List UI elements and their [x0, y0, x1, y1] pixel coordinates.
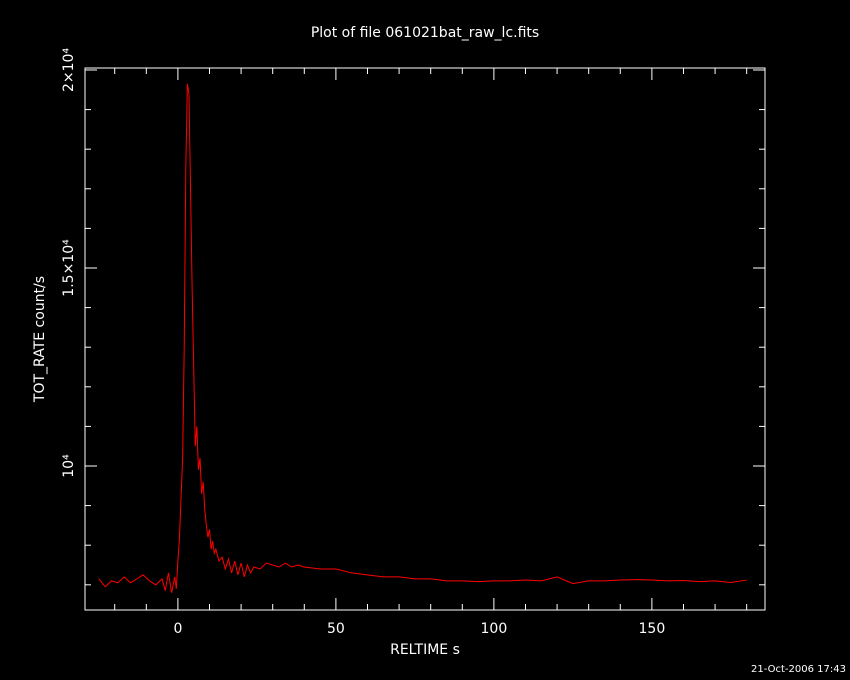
footer: 21-Oct-2006 17:43: [751, 664, 846, 675]
x-tick-label: 150: [639, 621, 666, 637]
x-axis-label: RELTIME s: [390, 642, 460, 658]
y-tick-label: 1.5×10⁴: [61, 239, 77, 297]
data-line: [98, 83, 747, 593]
plot-frame: [84, 67, 766, 611]
chart-title: Plot of file 061021bat_raw_lc.fits: [311, 25, 539, 41]
y-axis-label: TOT_RATE count/s: [32, 276, 48, 403]
y-tick-label: 10⁴: [61, 454, 77, 478]
x-tick-label: 50: [327, 621, 345, 637]
x-tick-label: 100: [481, 621, 508, 637]
y-tick-label: 2×10⁴: [61, 48, 77, 92]
x-tick-label: 0: [173, 621, 182, 637]
